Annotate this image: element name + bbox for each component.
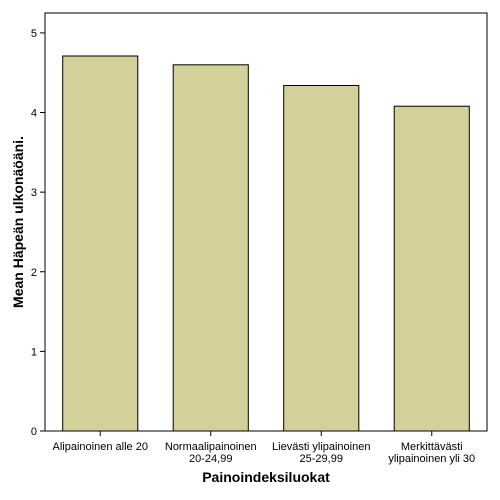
x-tick-label-line: 20-24,99 (189, 453, 232, 465)
y-axis: 0 1 2 3 4 5 (31, 28, 45, 438)
y-tick-label: 2 (31, 267, 37, 279)
bar-1 (62, 55, 139, 432)
x-tick-label: Lievästi ylipainoinen 25-29,99 (272, 441, 370, 465)
x-tick-label: Merkittävästi ylipainoinen yli 30 (388, 441, 475, 465)
y-tick-label: 3 (31, 187, 37, 199)
x-tick-label-line: 25-29,99 (300, 453, 343, 465)
y-axis-title: Mean Häpeän ulkonäöäni. (10, 136, 26, 308)
y-tick-label: 5 (31, 28, 37, 40)
y-tick-label: 1 (31, 346, 37, 358)
y-tick-label: 0 (31, 426, 37, 438)
x-tick-label-line: Lievästi ylipainoinen (272, 441, 370, 453)
x-tick-label: Normaalipainoinen 20-24,99 (165, 441, 257, 465)
x-tick-label: Alipainoinen alle 20 (53, 441, 148, 453)
y-tick-label: 4 (31, 108, 37, 120)
bars (62, 55, 470, 432)
bar-3 (283, 85, 360, 432)
x-tick-label-line: Alipainoinen alle 20 (53, 441, 148, 453)
x-tick-label-line: Merkittävästi (401, 441, 463, 453)
x-tick-label-line: Normaalipainoinen (165, 441, 257, 453)
x-axis-title: Painoindeksiluokat (202, 469, 330, 485)
bar-2 (172, 64, 249, 432)
x-tick-label-line: ylipainoinen yli 30 (388, 453, 475, 465)
x-axis: Alipainoinen alle 20 Normaalipainoinen 20-… (53, 431, 475, 465)
bar-4 (393, 105, 470, 432)
